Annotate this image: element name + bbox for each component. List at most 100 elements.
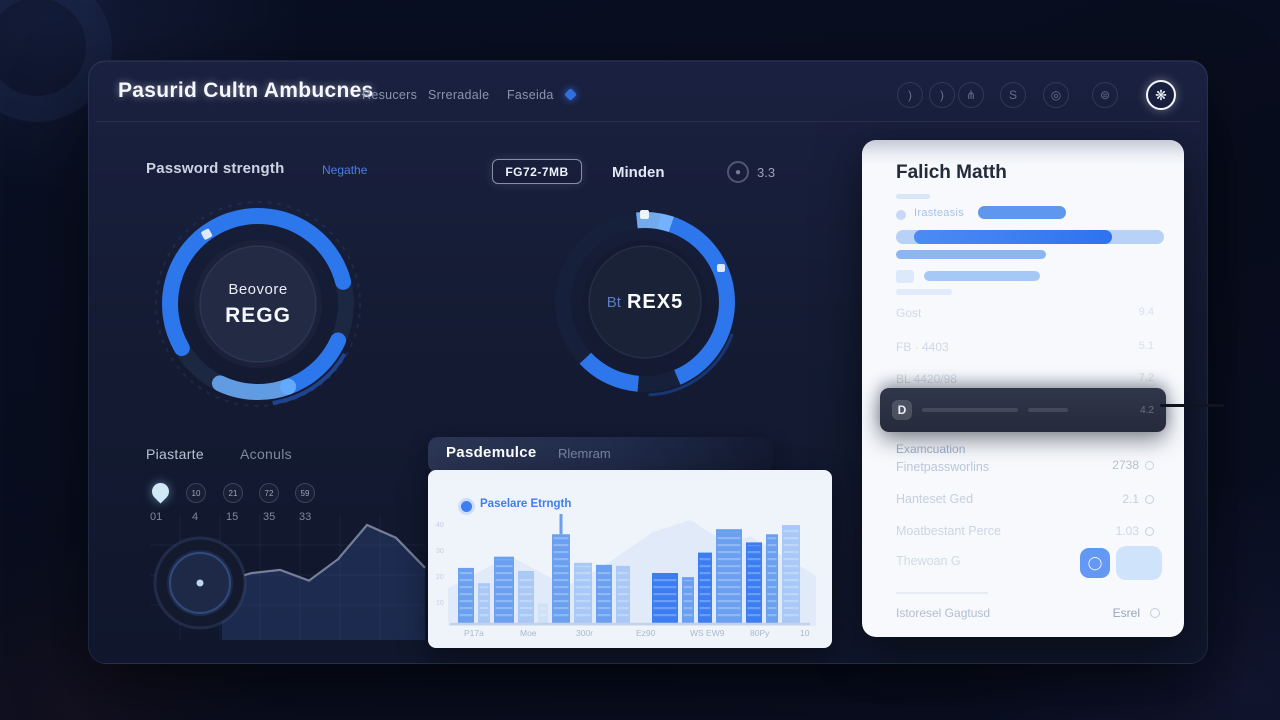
actions-label: Thewoan G (896, 554, 961, 568)
password-strength-gauge: Beovore REGG (150, 196, 366, 412)
building-windows (717, 532, 741, 621)
pasdemulce-subtitle[interactable]: Rlemram (558, 446, 611, 461)
form-value-3: 1.03 (1116, 524, 1154, 538)
x-tick-2: Moe (520, 628, 537, 638)
building-windows (495, 559, 513, 621)
building-windows (459, 570, 473, 621)
toast-logo-icon: D (892, 400, 912, 420)
list-row[interactable]: FB · 4403 5.1 (896, 340, 1154, 356)
list-row[interactable]: BL 4420/98 7.2 (896, 372, 1154, 388)
card-footer-right[interactable]: Esrel (1112, 606, 1140, 620)
piastarte-title: Piastarte (146, 446, 204, 462)
pasdemulce-title: Pasdemulce (446, 444, 537, 461)
skeleton-bar-5 (896, 289, 952, 295)
footer-ring-icon (1150, 608, 1160, 618)
minden-badge[interactable]: FG72-7MB (492, 159, 582, 184)
bullet-dot-icon (896, 210, 906, 220)
building-windows (539, 606, 547, 621)
crescent-icon-2[interactable]: ) (929, 82, 955, 108)
minden-title: Minden (612, 164, 665, 181)
piastarte-subtitle: Aconuls (240, 446, 292, 462)
y-tick-1: 40 (436, 522, 444, 529)
stat-number-3: 15 (226, 511, 239, 523)
building-windows (479, 586, 489, 621)
ring-icon (1145, 461, 1154, 470)
skeleton-square (896, 270, 914, 283)
stat-badge-4[interactable]: 59 (295, 483, 315, 503)
settings-icon[interactable]: ⊜ (1092, 82, 1118, 108)
toast-text-placeholder-2 (1028, 408, 1068, 412)
cursor-needle-line (1160, 404, 1224, 407)
stat-badge-2[interactable]: 21 (223, 483, 243, 503)
legend-label: Paselare Etrngth (480, 498, 572, 510)
stat-number-4: 35 (263, 511, 276, 523)
form-sub-1: Finetpassworlins (896, 460, 990, 474)
y-tick-3: 20 (436, 574, 444, 581)
gauge-value: REX5 (626, 290, 684, 313)
minden-gauge-ring (550, 207, 740, 397)
minden-gauge-center: Bt REX5 (545, 202, 745, 402)
y-tick-2: 30 (436, 548, 444, 555)
form-label-2: Hanteset Ged (896, 492, 974, 506)
area-line (221, 523, 426, 583)
falich-card: Falich Matth Irasteasis Gost 9.4 FB · 44… (862, 140, 1184, 637)
skyline-bar-chart (448, 514, 816, 626)
card-divider (896, 592, 988, 594)
x-tick-3: 300r (576, 628, 594, 638)
minden-gauge: Bt REX5 (545, 202, 745, 402)
building-windows (653, 576, 677, 621)
building-windows (747, 545, 761, 621)
form-label-1: Examcuation (896, 442, 966, 456)
crescent-glyph: ) (908, 88, 912, 102)
falich-card-title: Falich Matth (896, 162, 1007, 183)
logo-badge-icon[interactable]: ❋ (1146, 80, 1176, 110)
stat-badge-1[interactable]: 10 (186, 483, 206, 503)
building-windows (575, 565, 591, 621)
ring-icon (1145, 495, 1154, 504)
knob-ring[interactable] (169, 552, 231, 614)
row-label: Gost (896, 306, 922, 320)
card-footer-left[interactable]: Istoresel Gagtusd (896, 606, 991, 620)
target-icon[interactable]: ◎ (1043, 82, 1069, 108)
area-fill (222, 525, 425, 640)
building-windows (597, 567, 611, 621)
currency-icon[interactable]: S (1000, 82, 1026, 108)
nav-item-srreradale[interactable]: Srreradale (428, 88, 490, 102)
list-row[interactable]: Gost 9.4 (896, 306, 1154, 322)
stat-badge-3[interactable]: 72 (259, 483, 279, 503)
building-windows (699, 555, 711, 621)
crescent-icon[interactable]: ) (897, 82, 923, 108)
stats-icon[interactable]: ⋔ (958, 82, 984, 108)
buildings-group (458, 514, 800, 624)
password-strength-link[interactable]: Negathe (322, 163, 368, 177)
skeleton-bar-4 (924, 271, 1040, 281)
building-windows (617, 568, 629, 621)
primary-action-button[interactable]: ◯ (1080, 548, 1110, 578)
score-ring-icon: ● (727, 161, 749, 183)
building-windows (767, 537, 777, 621)
nav-item-resucers[interactable]: Resucers (362, 88, 418, 102)
dark-toast-bar[interactable]: D 4.2 (880, 388, 1166, 432)
form-label-3: Moatbestant Perce (896, 524, 1001, 538)
toast-text-placeholder (922, 408, 1018, 412)
nav-item-faseida[interactable]: Faseida (507, 88, 554, 102)
pasdemulce-header (428, 437, 773, 473)
stats-glyph: ⋔ (965, 88, 977, 102)
toast-value: 4.2 (1140, 404, 1154, 416)
password-gauge-ring (155, 201, 361, 407)
secondary-action-button[interactable] (1116, 546, 1162, 580)
crescent-glyph-2: ) (940, 88, 944, 102)
building-windows (783, 528, 799, 621)
legend-dot-icon (461, 501, 472, 512)
knob-center-dot (196, 579, 204, 587)
row-value: 7.2 (1138, 372, 1154, 384)
stat-number-1: 01 (150, 511, 163, 523)
form-value-1: 2738 (1112, 458, 1154, 472)
ring-icon (1145, 527, 1154, 536)
minden-score: 3.3 (757, 165, 776, 180)
gauge-prefix: Bt (606, 293, 621, 311)
password-strength-title: Password strength (146, 160, 285, 177)
row-label: FB · 4403 (896, 340, 949, 354)
settings-glyph: ⊜ (1099, 88, 1111, 102)
